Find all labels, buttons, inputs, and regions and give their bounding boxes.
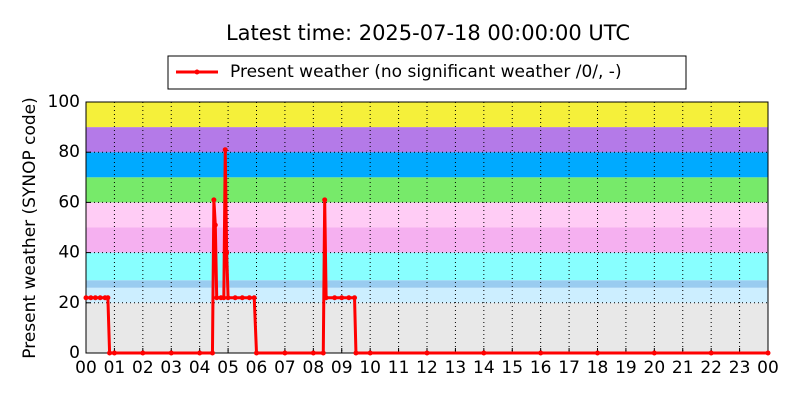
data-point [765,350,771,356]
y-tick-label: 60 [58,192,80,212]
x-tick-label: 03 [160,358,182,378]
x-tick-label: 09 [331,358,353,378]
x-tick-label: 13 [445,358,467,378]
background-band [86,127,768,153]
data-point [105,295,111,301]
data-point [481,350,487,356]
x-tick-label: 15 [501,358,523,378]
x-tick-label: 01 [104,358,126,378]
data-point [251,295,257,301]
data-point [97,295,103,301]
background-band [86,302,768,353]
background-band [86,280,768,288]
y-axis-label: Present weather (SYNOP code) [20,97,40,358]
x-tick-label: 12 [416,358,438,378]
data-point [140,350,146,356]
data-point [320,350,326,356]
data-point [197,350,203,356]
x-tick-label: 23 [729,358,751,378]
data-point [92,295,98,301]
x-tick-label: 16 [530,358,552,378]
data-point [168,350,174,356]
background-band [86,152,768,178]
data-point [239,295,245,301]
data-point [310,350,316,356]
data-point [367,350,373,356]
x-tick-label: 05 [217,358,239,378]
x-tick-label: 18 [587,358,609,378]
data-point [88,295,94,301]
data-point [212,222,218,228]
x-tick-label: 19 [615,358,637,378]
legend-label: Present weather (no significant weather … [230,62,622,82]
x-tick-label: 14 [473,358,495,378]
x-tick-label: 21 [672,358,694,378]
data-point [538,350,544,356]
data-point [651,350,657,356]
data-point [322,197,328,203]
data-point [708,350,714,356]
data-point [111,350,117,356]
x-tick-label: 00 [757,358,779,378]
x-tick-label: 00 [75,358,97,378]
data-point [246,295,252,301]
x-tick-label: 04 [189,358,211,378]
data-point [332,295,338,301]
data-point [424,350,430,356]
series [83,147,771,356]
data-point [254,350,259,356]
y-tick-label: 100 [48,92,80,112]
data-point [282,350,288,356]
data-point [595,350,600,356]
y-tick-label: 80 [58,142,80,162]
data-point [224,250,230,256]
data-point [225,295,231,301]
chart-title: Latest time: 2025-07-18 00:00:00 UTC [226,21,630,45]
background-band [86,227,768,253]
legend-box [167,55,687,90]
x-tick-label: 11 [388,358,410,378]
data-point [83,295,89,301]
data-point [353,350,359,356]
data-point [221,295,227,301]
x-tick-label: 02 [132,358,154,378]
data-point [323,295,329,301]
x-tick-label: 08 [303,358,325,378]
data-point [339,295,345,301]
legend: Present weather (no significant weather … [167,55,687,90]
data-point [352,295,358,301]
background-band [86,287,768,303]
data-point [222,147,228,153]
legend-marker [194,69,200,75]
data-point [107,350,113,356]
data-point [232,295,238,301]
y-tick-label: 40 [58,243,80,263]
y-tick-label: 20 [58,293,80,313]
y-tick-label: 0 [69,343,80,363]
x-tick-label: 10 [359,358,381,378]
data-point [211,197,217,203]
x-tick-label: 22 [700,358,722,378]
x-tick-label: 20 [644,358,666,378]
x-tick-label: 17 [558,358,580,378]
x-tick-label: 07 [274,358,296,378]
data-point [346,295,352,301]
data-point [214,295,220,301]
data-point [209,350,215,356]
x-tick-label: 06 [246,358,268,378]
